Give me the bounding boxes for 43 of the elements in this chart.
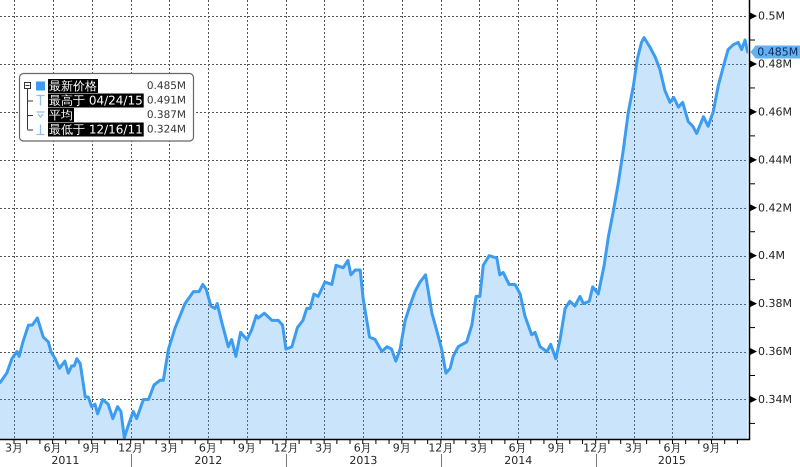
y-tick-label: 0.48M — [758, 57, 792, 70]
y-tick-label: 0.38M — [758, 297, 792, 310]
annotation: 0.387M — [146, 109, 186, 121]
x-tick-label: 9月 — [238, 442, 256, 454]
y-tick-label: 0.42M — [758, 201, 792, 214]
y-tick-label: 0.4M — [758, 249, 785, 262]
x-tick-label: 12月 — [583, 442, 608, 454]
x-tick-label: 9月 — [392, 442, 411, 454]
x-tick-label: 3月 — [160, 442, 178, 454]
x-tick-label: 12月 — [118, 442, 144, 454]
last-value-badge: 0.485M — [750, 46, 800, 58]
x-tick-label: 3月 — [624, 442, 643, 454]
x-tick-label: 6月 — [198, 442, 217, 454]
x-tick-label: 6月 — [508, 442, 527, 454]
x-tick-label: 6月 — [663, 442, 682, 454]
annotation: 最低于 12/16/11 — [49, 122, 143, 136]
y-tick-label: 0.34M — [758, 392, 792, 406]
annotation: 平均 — [49, 108, 73, 122]
text: 2012 — [194, 454, 222, 467]
annotation: 0.485M — [757, 46, 798, 58]
y-tick-label: 0.36M — [758, 345, 792, 358]
text: 2011 — [51, 454, 80, 467]
x-tick-label: 9月 — [702, 442, 721, 454]
y-tick-label: 0.46M — [758, 105, 792, 118]
x-tick-label: 3月 — [315, 442, 334, 454]
x-tick-label: 9月 — [82, 442, 101, 454]
annotation: 最高于 04/24/15 — [49, 94, 143, 108]
annotation: 0.485M — [146, 80, 186, 92]
y-tick-label: 0.5M — [758, 10, 785, 23]
text: 2015 — [658, 454, 686, 467]
x-tick-label: 3月 — [470, 442, 488, 454]
x-tick-label: 6月 — [354, 442, 372, 454]
annotation: 0.324M — [146, 124, 186, 136]
text: 2013 — [349, 454, 378, 467]
x-tick-label: 12月 — [428, 442, 454, 454]
x-tick-label: 3月 — [5, 442, 23, 454]
legend-label: 最新价格 — [49, 79, 97, 93]
x-tick-label: 6月 — [44, 442, 62, 454]
x-tick-label: 12月 — [273, 442, 298, 454]
text: 2014 — [504, 454, 532, 467]
y-tick-label: 0.44M — [758, 153, 792, 166]
x-tick-label: 9月 — [548, 442, 566, 454]
annotation: 0.491M — [146, 94, 186, 106]
